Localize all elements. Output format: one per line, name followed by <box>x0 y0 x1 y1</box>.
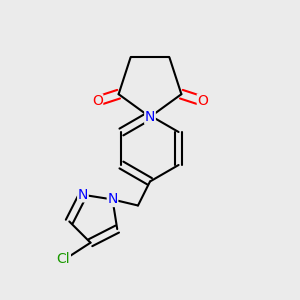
Text: Cl: Cl <box>57 252 70 266</box>
Text: N: N <box>78 188 88 202</box>
Text: O: O <box>92 94 103 108</box>
Text: N: N <box>145 110 155 124</box>
Text: O: O <box>197 94 208 108</box>
Text: N: N <box>107 193 118 206</box>
